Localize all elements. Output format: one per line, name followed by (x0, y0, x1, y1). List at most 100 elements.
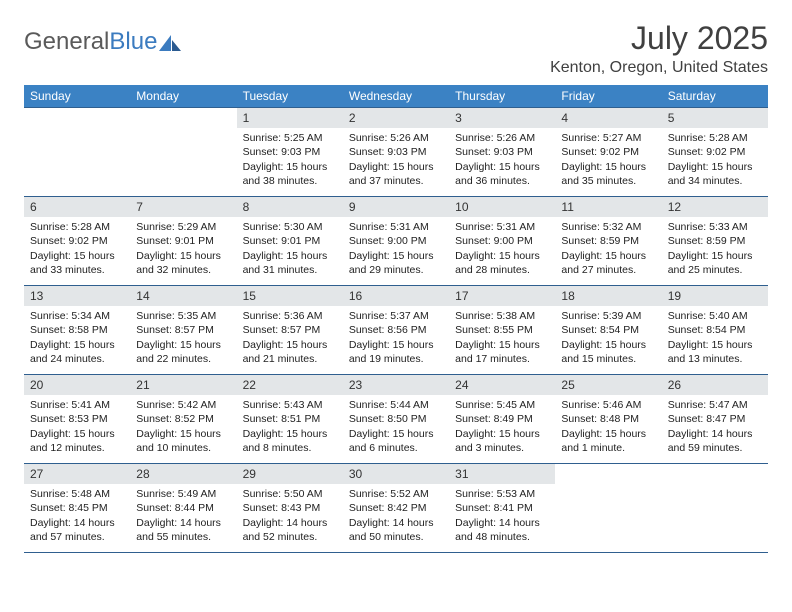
day-line: and 25 minutes. (668, 263, 762, 277)
day-content: Sunrise: 5:42 AMSunset: 8:52 PMDaylight:… (130, 395, 236, 461)
day-content: Sunrise: 5:28 AMSunset: 9:02 PMDaylight:… (662, 128, 768, 194)
day-number: 2 (343, 108, 449, 128)
day-number: 6 (24, 197, 130, 217)
day-line: Sunrise: 5:26 AM (349, 131, 443, 145)
calendar-day: 12Sunrise: 5:33 AMSunset: 8:59 PMDayligh… (662, 197, 768, 285)
day-line: Sunset: 9:00 PM (455, 234, 549, 248)
calendar-day: 29Sunrise: 5:50 AMSunset: 8:43 PMDayligh… (237, 464, 343, 552)
day-content: Sunrise: 5:38 AMSunset: 8:55 PMDaylight:… (449, 306, 555, 372)
day-line: and 24 minutes. (30, 352, 124, 366)
calendar-day: 1Sunrise: 5:25 AMSunset: 9:03 PMDaylight… (237, 108, 343, 196)
calendar-day: 19Sunrise: 5:40 AMSunset: 8:54 PMDayligh… (662, 286, 768, 374)
day-line: Sunrise: 5:39 AM (561, 309, 655, 323)
day-line: Sunrise: 5:34 AM (30, 309, 124, 323)
day-line: and 17 minutes. (455, 352, 549, 366)
day-line: Sunrise: 5:48 AM (30, 487, 124, 501)
day-number: 19 (662, 286, 768, 306)
day-line: Sunset: 8:54 PM (668, 323, 762, 337)
day-content: Sunrise: 5:32 AMSunset: 8:59 PMDaylight:… (555, 217, 661, 283)
day-line: and 55 minutes. (136, 530, 230, 544)
day-line: Daylight: 15 hours (455, 338, 549, 352)
day-number: 7 (130, 197, 236, 217)
day-line: Daylight: 15 hours (243, 427, 337, 441)
day-line: Daylight: 15 hours (136, 249, 230, 263)
day-line: Sunrise: 5:27 AM (561, 131, 655, 145)
logo: GeneralBlue (24, 20, 181, 56)
day-line: and 22 minutes. (136, 352, 230, 366)
day-content: Sunrise: 5:31 AMSunset: 9:00 PMDaylight:… (343, 217, 449, 283)
calendar-day: 30Sunrise: 5:52 AMSunset: 8:42 PMDayligh… (343, 464, 449, 552)
day-line: Sunrise: 5:44 AM (349, 398, 443, 412)
day-line: and 19 minutes. (349, 352, 443, 366)
day-line: Daylight: 15 hours (30, 338, 124, 352)
day-line: Sunrise: 5:31 AM (455, 220, 549, 234)
weekday-header: Monday (130, 85, 236, 107)
day-line: and 12 minutes. (30, 441, 124, 455)
day-line: Sunrise: 5:25 AM (243, 131, 337, 145)
weekday-header: Friday (555, 85, 661, 107)
day-content: Sunrise: 5:50 AMSunset: 8:43 PMDaylight:… (237, 484, 343, 550)
calendar-day: 24Sunrise: 5:45 AMSunset: 8:49 PMDayligh… (449, 375, 555, 463)
page-header: GeneralBlue July 2025 Kenton, Oregon, Un… (24, 20, 768, 77)
day-number: 23 (343, 375, 449, 395)
day-line: Sunset: 9:02 PM (30, 234, 124, 248)
day-content: Sunrise: 5:27 AMSunset: 9:02 PMDaylight:… (555, 128, 661, 194)
day-number: 14 (130, 286, 236, 306)
calendar-day: 25Sunrise: 5:46 AMSunset: 8:48 PMDayligh… (555, 375, 661, 463)
day-line: Sunrise: 5:35 AM (136, 309, 230, 323)
day-line: Sunrise: 5:52 AM (349, 487, 443, 501)
day-content: Sunrise: 5:49 AMSunset: 8:44 PMDaylight:… (130, 484, 236, 550)
day-content: Sunrise: 5:52 AMSunset: 8:42 PMDaylight:… (343, 484, 449, 550)
day-line: Sunset: 8:47 PM (668, 412, 762, 426)
calendar-page: GeneralBlue July 2025 Kenton, Oregon, Un… (0, 0, 792, 573)
day-line: Daylight: 15 hours (561, 249, 655, 263)
calendar-day: 27Sunrise: 5:48 AMSunset: 8:45 PMDayligh… (24, 464, 130, 552)
day-content: Sunrise: 5:48 AMSunset: 8:45 PMDaylight:… (24, 484, 130, 550)
day-line: Daylight: 14 hours (349, 516, 443, 530)
day-line: Sunset: 9:00 PM (349, 234, 443, 248)
day-line: Daylight: 15 hours (349, 338, 443, 352)
day-line: Daylight: 15 hours (243, 338, 337, 352)
day-line: Sunset: 8:50 PM (349, 412, 443, 426)
weekday-header: Tuesday (237, 85, 343, 107)
day-number: 27 (24, 464, 130, 484)
day-number: 4 (555, 108, 661, 128)
day-number: 15 (237, 286, 343, 306)
calendar-week: 27Sunrise: 5:48 AMSunset: 8:45 PMDayligh… (24, 464, 768, 553)
calendar-day: 10Sunrise: 5:31 AMSunset: 9:00 PMDayligh… (449, 197, 555, 285)
calendar-day: 5Sunrise: 5:28 AMSunset: 9:02 PMDaylight… (662, 108, 768, 196)
day-content: Sunrise: 5:40 AMSunset: 8:54 PMDaylight:… (662, 306, 768, 372)
day-line: Sunset: 9:02 PM (561, 145, 655, 159)
day-line: Sunrise: 5:43 AM (243, 398, 337, 412)
day-line: Sunset: 8:59 PM (668, 234, 762, 248)
day-line: Daylight: 15 hours (455, 427, 549, 441)
logo-sail-icon (159, 33, 181, 51)
day-line: Daylight: 15 hours (455, 160, 549, 174)
day-line: Daylight: 15 hours (30, 427, 124, 441)
day-number: 30 (343, 464, 449, 484)
calendar-day: 28Sunrise: 5:49 AMSunset: 8:44 PMDayligh… (130, 464, 236, 552)
day-line: Sunset: 8:45 PM (30, 501, 124, 515)
day-number: 17 (449, 286, 555, 306)
day-line: Daylight: 15 hours (349, 427, 443, 441)
day-line: Daylight: 15 hours (561, 427, 655, 441)
day-line: Sunset: 8:57 PM (136, 323, 230, 337)
day-content: Sunrise: 5:36 AMSunset: 8:57 PMDaylight:… (237, 306, 343, 372)
calendar-day: 26Sunrise: 5:47 AMSunset: 8:47 PMDayligh… (662, 375, 768, 463)
weekday-header: Thursday (449, 85, 555, 107)
day-content: Sunrise: 5:53 AMSunset: 8:41 PMDaylight:… (449, 484, 555, 550)
day-number: 22 (237, 375, 343, 395)
day-line: and 1 minute. (561, 441, 655, 455)
day-line: Daylight: 15 hours (243, 160, 337, 174)
day-content: Sunrise: 5:46 AMSunset: 8:48 PMDaylight:… (555, 395, 661, 461)
day-line: Sunset: 9:03 PM (455, 145, 549, 159)
day-line: Sunrise: 5:46 AM (561, 398, 655, 412)
logo-word1: General (24, 28, 109, 55)
day-number: 3 (449, 108, 555, 128)
day-number: 10 (449, 197, 555, 217)
day-line: Daylight: 15 hours (561, 338, 655, 352)
day-number: 18 (555, 286, 661, 306)
day-content: Sunrise: 5:29 AMSunset: 9:01 PMDaylight:… (130, 217, 236, 283)
day-line: and 59 minutes. (668, 441, 762, 455)
day-line: and 13 minutes. (668, 352, 762, 366)
